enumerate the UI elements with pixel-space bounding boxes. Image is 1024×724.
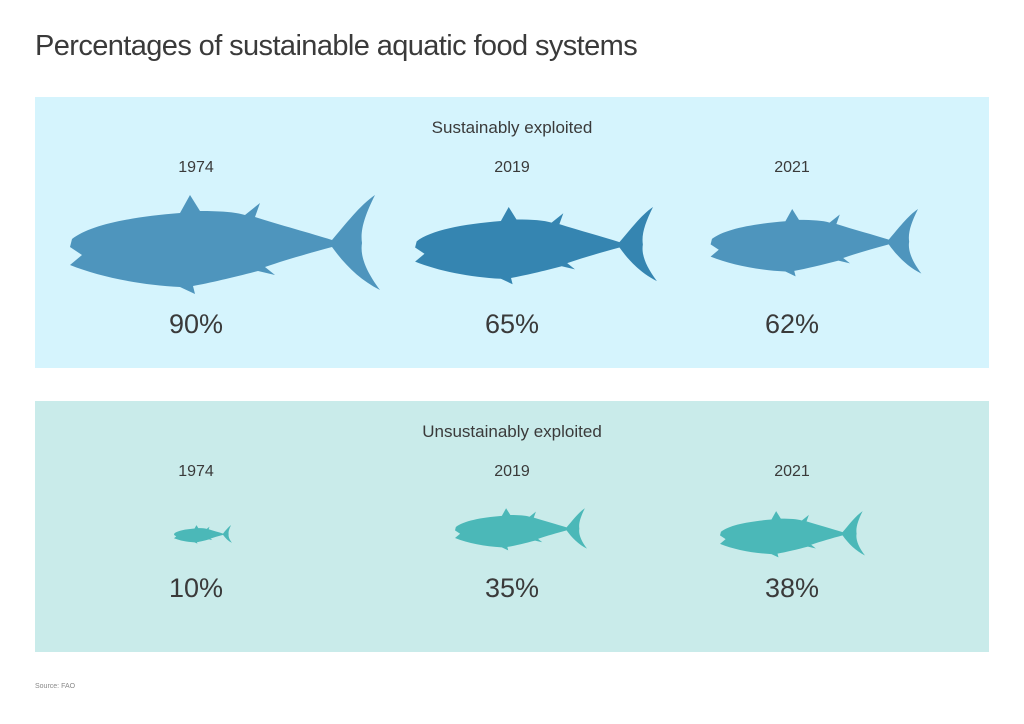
- fish-icon: [720, 511, 865, 558]
- year-label: 2021: [774, 463, 810, 480]
- sustainably-exploited-panel: Sustainably exploited 1974 2019 2021 90%…: [35, 97, 989, 368]
- year-label: 2019: [494, 159, 530, 176]
- year-label: 1974: [178, 463, 214, 480]
- chart-title: Percentages of sustainable aquatic food …: [35, 30, 638, 62]
- year-label: 2021: [774, 159, 810, 176]
- percent-value: 90%: [168, 309, 224, 339]
- source-note: Source: FAO: [35, 683, 76, 690]
- percent-value: 10%: [168, 573, 224, 603]
- fish-icon: [70, 195, 380, 294]
- year-label: 1974: [178, 159, 214, 176]
- fish-icon: [174, 525, 232, 544]
- year-label: 2019: [494, 463, 530, 480]
- percent-value: 35%: [484, 573, 540, 603]
- percent-value: 62%: [764, 309, 820, 339]
- fish-icon: [415, 207, 657, 285]
- unsustainably-exploited-panel: Unsustainably exploited 1974 2019 2021 1…: [35, 401, 989, 652]
- fish-icon: [710, 209, 922, 277]
- panel-label: Unsustainably exploited: [422, 422, 602, 441]
- fish-icon: [455, 508, 587, 551]
- percent-value: 65%: [484, 309, 540, 339]
- panel-label: Sustainably exploited: [431, 118, 593, 137]
- percent-value: 38%: [764, 573, 820, 603]
